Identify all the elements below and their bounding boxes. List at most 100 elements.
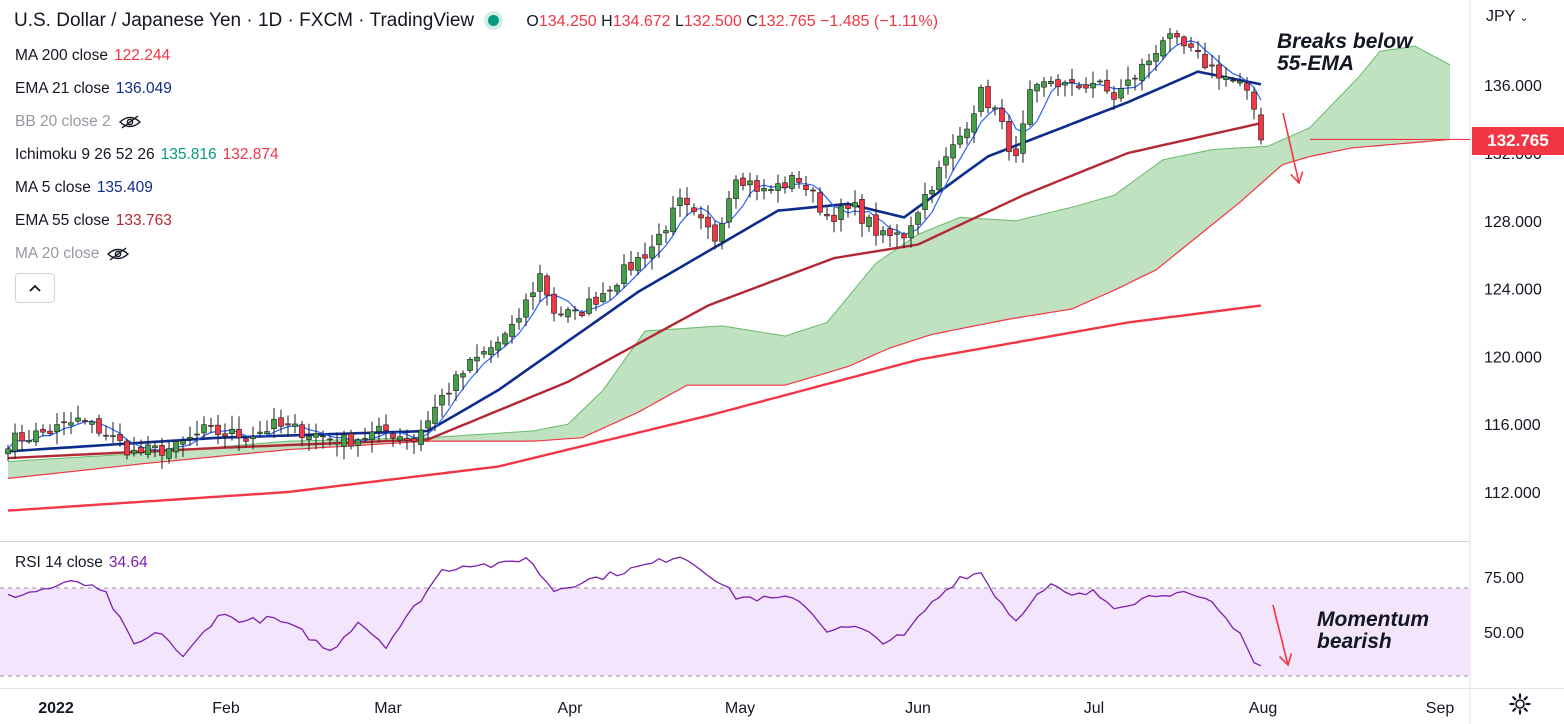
- candle-body: [264, 431, 270, 435]
- candle: [747, 172, 753, 198]
- rsi-panel: [0, 556, 1470, 677]
- candle: [159, 438, 165, 469]
- last-price-value: 132.765: [1487, 131, 1549, 150]
- candle-body: [698, 214, 704, 219]
- candle: [901, 232, 907, 249]
- candle-body: [1223, 76, 1229, 80]
- candle-body: [929, 190, 935, 195]
- candle-body: [908, 225, 914, 239]
- candle: [957, 126, 963, 149]
- candle: [600, 282, 606, 304]
- candle-body: [96, 418, 102, 434]
- candle-body: [299, 424, 305, 439]
- annotation-arrows: [1272, 112, 1304, 667]
- candle: [278, 409, 284, 434]
- candle-body: [719, 223, 725, 242]
- candle: [810, 187, 816, 203]
- candle: [117, 423, 123, 447]
- candle: [1146, 53, 1152, 79]
- candle-body: [187, 436, 193, 440]
- candle: [453, 370, 459, 401]
- candle: [978, 84, 984, 117]
- candle: [369, 421, 375, 453]
- candle: [775, 174, 781, 203]
- candle-body: [530, 292, 536, 297]
- candle: [19, 424, 25, 452]
- annotation-breaks-below: Breaks below 55-EMA: [1277, 31, 1412, 75]
- candle-body: [978, 86, 984, 112]
- candle: [5, 444, 11, 461]
- candle-body: [516, 318, 522, 323]
- candle: [628, 251, 634, 276]
- candle: [768, 185, 774, 194]
- candle-body: [82, 420, 88, 422]
- candle: [264, 420, 270, 437]
- candle-body: [831, 214, 837, 222]
- candle: [915, 210, 921, 235]
- candle-body: [1055, 79, 1061, 88]
- candle-body: [523, 299, 529, 318]
- candle-body: [775, 183, 781, 191]
- settings-gear-icon[interactable]: [1508, 692, 1532, 716]
- currency-label: JPY: [1486, 8, 1516, 25]
- candle: [656, 223, 662, 258]
- arrow-shaft: [1272, 604, 1289, 666]
- price-axis: 112.000116.000120.000124.000128.000132.0…: [1484, 78, 1542, 642]
- candle-body: [880, 230, 886, 236]
- candle-body: [1020, 123, 1026, 154]
- candle: [558, 306, 564, 318]
- candle-body: [124, 440, 130, 456]
- candle: [1013, 135, 1019, 163]
- candle-body: [971, 113, 977, 133]
- candle: [124, 438, 130, 460]
- candle-body: [1097, 80, 1103, 83]
- moving-averages: [7, 40, 1262, 512]
- candle-body: [404, 438, 410, 441]
- candle-body: [628, 262, 634, 271]
- candle-body: [796, 178, 802, 183]
- rsi-band: [0, 588, 1470, 676]
- candle: [397, 428, 403, 445]
- candle-body: [278, 417, 284, 427]
- time-tick-label: Apr: [558, 700, 584, 717]
- candle: [929, 186, 935, 204]
- candle-body: [922, 194, 928, 210]
- candle-body: [152, 445, 158, 449]
- candle: [992, 105, 998, 116]
- candle-body: [915, 212, 921, 225]
- candle: [432, 394, 438, 432]
- annotation-line: bearish: [1317, 630, 1392, 653]
- candle: [1216, 55, 1222, 90]
- ichimoku-cloud: [7, 45, 1470, 479]
- candle-body: [1244, 82, 1250, 91]
- currency-selector[interactable]: JPY ⌄: [1486, 8, 1529, 26]
- candle: [12, 423, 18, 459]
- candle: [691, 203, 697, 216]
- candle: [1097, 79, 1103, 85]
- candle-body: [495, 341, 501, 351]
- candle: [1132, 74, 1138, 91]
- candle-body: [999, 107, 1005, 122]
- candle: [187, 426, 193, 446]
- candle-body: [313, 433, 319, 438]
- candle-body: [1132, 77, 1138, 80]
- candle-body: [383, 424, 389, 432]
- candle: [306, 423, 312, 451]
- candle: [103, 425, 109, 441]
- candle-body: [1146, 60, 1152, 66]
- collapse-legend-button[interactable]: [15, 273, 55, 303]
- annotation-line: 55-EMA: [1277, 52, 1355, 75]
- candle: [516, 308, 522, 330]
- candle-body: [110, 435, 116, 437]
- candle: [845, 201, 851, 218]
- candle: [47, 424, 53, 437]
- candle-body: [75, 417, 81, 422]
- candle-body: [131, 449, 137, 454]
- candle-body: [852, 202, 858, 208]
- candle: [537, 264, 543, 303]
- candle-body: [1174, 33, 1180, 38]
- candle: [201, 416, 207, 439]
- candle: [551, 287, 557, 322]
- candle-body: [866, 216, 872, 227]
